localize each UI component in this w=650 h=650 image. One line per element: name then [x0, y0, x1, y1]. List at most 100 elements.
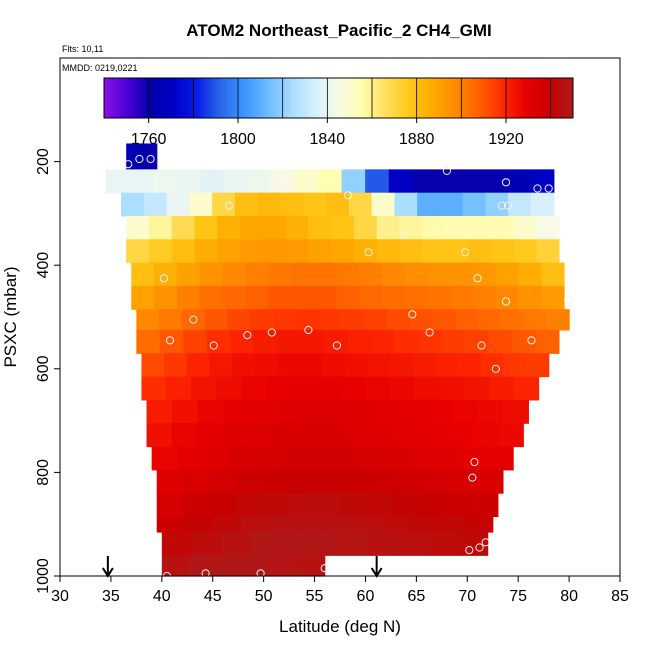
heatmap-cell — [176, 285, 201, 310]
heatmap-cell — [530, 169, 555, 194]
colorbar-strip — [137, 78, 141, 118]
colorbar-strip — [327, 78, 331, 118]
colorbar-strip — [168, 78, 172, 118]
heatmap-cell — [209, 353, 233, 378]
heatmap-cell — [467, 239, 492, 264]
heatmap-cell — [159, 329, 184, 354]
heatmap-cell — [297, 555, 326, 577]
colorbar-strip — [148, 78, 152, 118]
heatmap-cell — [300, 329, 325, 354]
colorbar-strip — [423, 78, 427, 118]
heatmap-cell — [376, 239, 401, 264]
heatmap-cell — [234, 192, 259, 217]
colorbar-strip — [564, 78, 567, 118]
colorbar-strip — [407, 78, 411, 118]
colorbar-strip — [150, 78, 154, 118]
colorbar-strip — [568, 78, 572, 118]
heatmap-cell — [183, 329, 208, 354]
colorbar-strip — [492, 78, 496, 118]
x-tick-label: 60 — [357, 588, 375, 605]
heatmap-cell — [384, 446, 411, 471]
sample-point — [209, 341, 218, 350]
heatmap-cell — [156, 469, 184, 494]
colorbar-strip — [396, 78, 400, 118]
heatmap-cell — [488, 329, 513, 354]
heatmap-cell — [181, 309, 206, 331]
heatmap-cell — [262, 215, 287, 240]
heatmap-cell — [397, 423, 424, 448]
x-tick-label: 30 — [51, 588, 69, 605]
heatmap-cell — [392, 493, 420, 518]
heatmap-cell — [432, 309, 456, 331]
down-arrow-icon — [102, 556, 114, 578]
heatmap-cell — [141, 376, 167, 401]
heatmap-cell — [236, 469, 264, 494]
heatmap-cell — [422, 239, 446, 264]
sample-point — [124, 160, 133, 169]
sample-point — [304, 325, 313, 335]
heatmap-cell — [472, 285, 497, 310]
heatmap-cell — [261, 493, 289, 518]
colorbar-strip — [548, 78, 552, 118]
heatmap-cell — [204, 309, 229, 331]
heatmap-cell — [408, 516, 438, 533]
x-tick-label: 50 — [255, 588, 273, 605]
sample-point — [256, 569, 265, 578]
sample-point — [503, 201, 513, 210]
heatmap-cell — [380, 516, 410, 533]
colorbar-strip — [336, 78, 339, 118]
colorbar-strip — [334, 78, 337, 118]
x-tick-label: 65 — [407, 588, 425, 605]
y-tick-label: 800 — [35, 459, 52, 486]
heatmap-cell — [250, 309, 274, 331]
heatmap-cell — [513, 215, 537, 240]
colorbar-strip — [206, 78, 210, 118]
heatmap-cell — [471, 493, 499, 518]
heatmap-cell — [299, 353, 324, 378]
heatmap-cell — [176, 169, 201, 194]
heatmap-cell — [394, 192, 418, 217]
heatmap-cell — [156, 516, 186, 533]
heatmap-cell — [171, 423, 198, 448]
sample-point — [544, 184, 553, 193]
colorbar-strip — [200, 78, 203, 118]
colorbar-strip — [401, 78, 404, 118]
colorbar-strip — [242, 78, 246, 118]
heatmap-cell — [254, 353, 278, 378]
sample-point — [267, 328, 276, 337]
heatmap-cell — [412, 353, 437, 378]
colorbar-strip — [392, 78, 395, 118]
heatmap-cell — [295, 309, 320, 331]
colorbar-strip — [302, 78, 306, 118]
colorbar-strip — [476, 78, 480, 118]
heatmap-cell — [176, 262, 201, 287]
colorbar-strip — [305, 78, 308, 118]
colorbar-strip — [175, 78, 179, 118]
x-tick-label: 35 — [102, 588, 120, 605]
colorbar-strip — [186, 78, 190, 118]
colorbar-strip — [409, 78, 413, 118]
x-tick-label: 55 — [306, 588, 324, 605]
colorbar-strip — [179, 78, 183, 118]
heatmap-cell — [299, 399, 326, 424]
colorbar-strip — [108, 78, 112, 118]
sample-point — [172, 196, 181, 205]
colorbar-strip — [526, 78, 529, 118]
heatmap-cell — [467, 215, 492, 240]
heatmap-cell — [398, 531, 429, 556]
colorbar-strip — [284, 78, 288, 118]
heatmap-cell — [427, 285, 451, 310]
colorbar-strip — [166, 78, 170, 118]
x-tick-label: 70 — [458, 588, 476, 605]
heatmap-cell — [535, 329, 560, 354]
heatmap-cell — [513, 376, 540, 401]
colorbar-strip — [432, 78, 436, 118]
heatmap-cell — [348, 192, 373, 217]
y-tick-label: 1000 — [35, 558, 52, 594]
heatmap-cell — [401, 399, 428, 424]
colorbar-strip — [271, 78, 275, 118]
heatmap-cell — [253, 329, 278, 354]
heatmap-cell — [358, 446, 385, 471]
heatmap-cell — [376, 215, 401, 240]
heatmap-cell — [381, 285, 406, 310]
